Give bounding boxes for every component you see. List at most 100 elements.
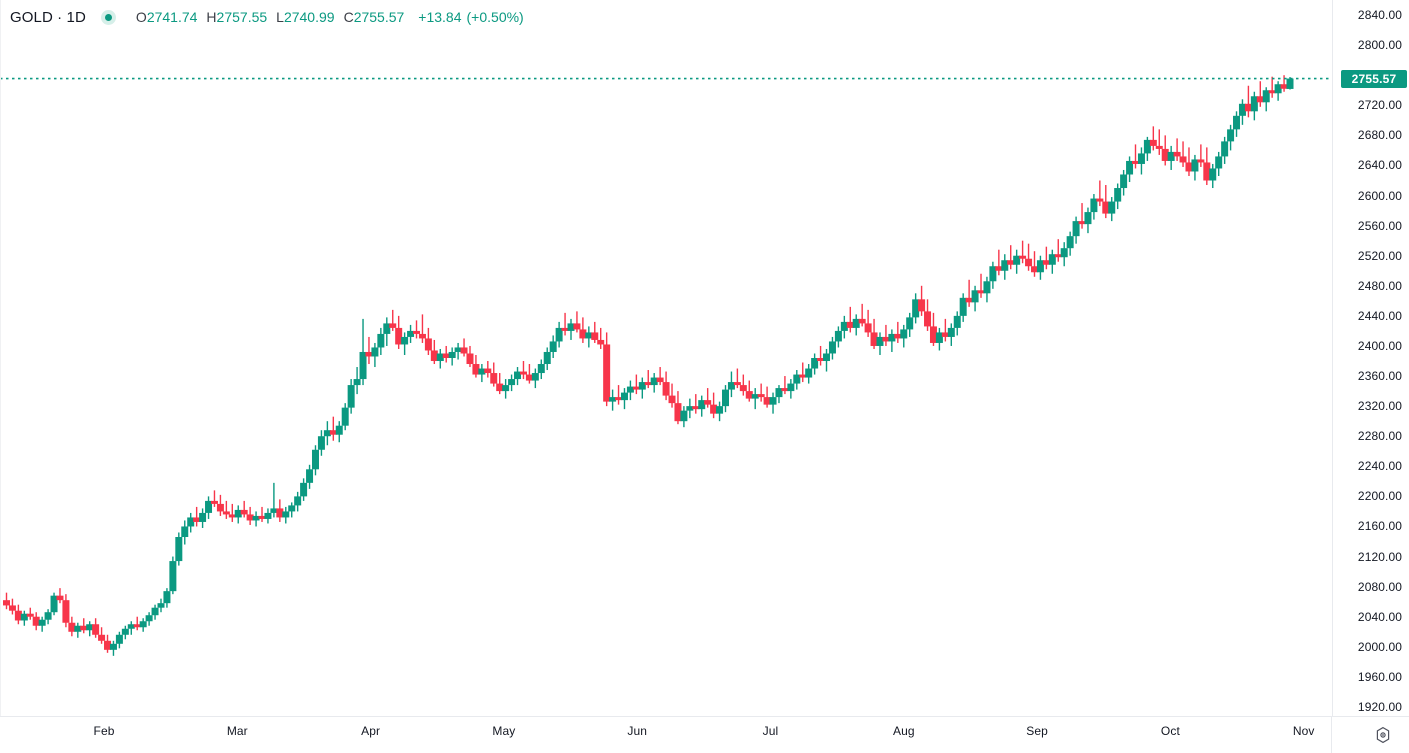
chart-plot-area[interactable] xyxy=(0,0,1332,716)
candle-down xyxy=(858,318,866,324)
price-tick-label: 2280.00 xyxy=(1357,429,1402,444)
candle-wick xyxy=(1027,243,1030,271)
candle-up xyxy=(1066,236,1074,249)
price-tick-label: 2440.00 xyxy=(1357,308,1402,323)
crosshair-target-icon[interactable] xyxy=(1373,725,1393,745)
candle-down xyxy=(870,332,878,346)
candle-down xyxy=(424,338,432,351)
current-price-badge[interactable]: 2755.57 xyxy=(1341,69,1407,88)
candle-up xyxy=(50,595,58,613)
candle-down xyxy=(210,500,218,504)
ohlc-close-value: 2755.57 xyxy=(353,9,405,25)
candle-up xyxy=(436,353,444,362)
candle-up xyxy=(294,496,302,506)
candle-down xyxy=(739,385,747,392)
candle-down xyxy=(799,374,807,378)
price-tick-label: 1960.00 xyxy=(1357,669,1402,684)
candle-up xyxy=(169,561,177,592)
market-open-dot-icon[interactable] xyxy=(98,8,120,26)
candle-up xyxy=(531,373,539,381)
candle-down xyxy=(80,625,88,631)
candle-down xyxy=(1025,258,1033,267)
time-tick-label: Apr xyxy=(361,724,381,738)
candle-up xyxy=(121,628,129,635)
price-tick-label: 2640.00 xyxy=(1357,158,1402,173)
time-tick-label: Jun xyxy=(627,724,648,738)
candle-up xyxy=(888,333,896,342)
candle-up xyxy=(74,625,82,632)
candle-down xyxy=(597,339,605,345)
time-axis[interactable]: Feb Mar Apr May Jun Jul Aug Sep Oct Nov xyxy=(0,716,1409,753)
candle-up xyxy=(288,505,296,512)
candle-down xyxy=(864,323,872,333)
crosshair-target-glyph xyxy=(1376,726,1390,744)
candle-down xyxy=(1019,255,1027,259)
candle-down xyxy=(1256,96,1264,103)
candle-down xyxy=(817,358,825,362)
time-axis-separator xyxy=(1331,717,1332,753)
change-absolute: +13.84 xyxy=(418,9,462,25)
candle-up xyxy=(252,515,260,521)
candlestick-series xyxy=(0,75,1332,656)
price-tick-label: 2480.00 xyxy=(1357,278,1402,293)
candle-up xyxy=(1001,260,1009,271)
candle-down xyxy=(1078,221,1086,225)
candle-up xyxy=(609,397,617,402)
ohlc-high-key: H xyxy=(206,9,217,25)
price-tick-label: 2120.00 xyxy=(1357,549,1402,564)
candle-up xyxy=(549,341,557,352)
candle-wick xyxy=(659,367,661,386)
candle-wick xyxy=(1134,144,1137,169)
candle-up xyxy=(787,383,795,392)
candle-up xyxy=(1209,168,1217,181)
candle-wick xyxy=(1200,144,1202,167)
candle-up xyxy=(698,400,706,410)
candle-up xyxy=(115,634,123,644)
candle-down xyxy=(1244,103,1252,112)
price-tick-label: 2520.00 xyxy=(1357,248,1402,263)
candle-wick xyxy=(564,312,566,336)
candle-up xyxy=(44,612,52,620)
candle-wick xyxy=(1021,240,1024,264)
candle-down xyxy=(3,600,10,606)
candle-up xyxy=(1090,198,1098,213)
price-tick-label: 2320.00 xyxy=(1357,399,1402,414)
candle-down xyxy=(276,508,284,518)
candle-down xyxy=(692,406,700,410)
candle-wick xyxy=(1045,246,1048,270)
chart-legend: GOLD · 1D O2741.74 H2757.55 L2740.99 C27… xyxy=(10,7,524,27)
price-tick-label: 2840.00 xyxy=(1357,8,1402,23)
candle-down xyxy=(329,430,337,435)
candle-up xyxy=(175,537,183,562)
candle-wick xyxy=(225,500,228,519)
candle-down xyxy=(977,290,985,294)
candle-wick xyxy=(802,362,804,383)
candle-down xyxy=(1042,260,1050,265)
candle-up xyxy=(1191,159,1199,172)
candle-wick xyxy=(635,374,638,395)
candle-up xyxy=(151,607,159,616)
candle-up xyxy=(1274,84,1282,94)
price-axis[interactable]: 2840.00 2800.00 2720.00 2680.00 2640.00 2600.… xyxy=(1332,0,1409,716)
candle-down xyxy=(929,326,937,343)
candle-down xyxy=(525,374,533,381)
candle-up xyxy=(1114,188,1122,202)
candle-wick xyxy=(1033,251,1036,277)
candle-up xyxy=(971,290,979,303)
candle-down xyxy=(656,377,664,383)
candle-down xyxy=(846,321,854,328)
candle-down xyxy=(573,323,581,330)
candle-wick xyxy=(576,311,578,333)
candle-down xyxy=(14,610,22,621)
candle-up xyxy=(1072,221,1080,237)
candle-up xyxy=(1108,201,1116,214)
candle-up xyxy=(38,619,46,626)
ohlc-close: C2755.57 xyxy=(344,9,405,25)
candle-wick xyxy=(332,416,335,441)
candle-wick xyxy=(600,327,602,349)
symbol-title[interactable]: GOLD · 1D xyxy=(10,8,86,26)
candle-up xyxy=(1143,139,1151,154)
candle-up xyxy=(323,430,331,437)
market-status-halo xyxy=(101,9,117,25)
candle-wick xyxy=(392,309,394,331)
